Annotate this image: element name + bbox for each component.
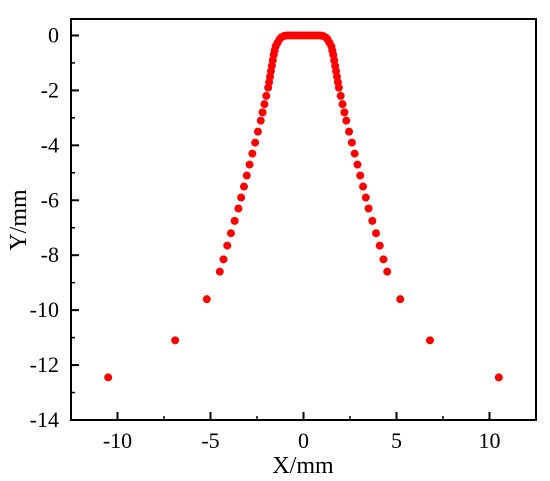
- data-point: [356, 171, 365, 180]
- data-point: [396, 295, 405, 304]
- data-point: [262, 91, 271, 100]
- y-tick-label: -6: [41, 187, 59, 212]
- data-point: [361, 193, 370, 202]
- plot-frame: [70, 18, 537, 421]
- data-point: [383, 267, 392, 276]
- x-tick-label: 10: [479, 428, 501, 453]
- data-point: [251, 138, 260, 147]
- y-tick-label: -12: [30, 352, 59, 377]
- data-point: [338, 100, 347, 109]
- x-tick-label: 0: [298, 428, 309, 453]
- data-point: [202, 295, 211, 304]
- data-point: [364, 204, 373, 213]
- y-axis-ticks: 0 -2 -4 -6 -8 -10 -12 -14: [30, 22, 79, 432]
- data-point: [248, 149, 257, 158]
- data-point: [260, 100, 269, 109]
- data-point: [245, 160, 254, 169]
- y-tick-label: -14: [30, 407, 59, 432]
- x-axis-ticks: -10 -5 0 5 10: [70, 412, 537, 453]
- data-point: [494, 373, 503, 382]
- data-point: [215, 267, 224, 276]
- y-tick-label: -10: [30, 297, 59, 322]
- data-point: [223, 241, 232, 250]
- y-tick-label: -4: [41, 132, 59, 157]
- data-point: [219, 255, 228, 264]
- data-point: [379, 255, 388, 264]
- data-point: [234, 204, 243, 213]
- y-tick-label: -8: [41, 242, 59, 267]
- y-tick-label: -2: [41, 77, 59, 102]
- data-point: [425, 336, 434, 345]
- y-axis-title: Y/mm: [6, 189, 32, 251]
- y-tick-label: 0: [48, 22, 59, 47]
- data-point: [375, 241, 384, 250]
- data-point: [340, 108, 349, 117]
- data-point: [258, 108, 267, 117]
- data-point: [372, 229, 381, 238]
- x-tick-label: -5: [201, 428, 219, 453]
- data-point: [237, 193, 246, 202]
- data-point: [230, 216, 239, 225]
- x-axis-title: X/mm: [272, 453, 334, 479]
- data-point: [368, 216, 377, 225]
- x-tick-label: 5: [391, 428, 402, 453]
- data-point: [350, 149, 359, 158]
- data-point: [239, 182, 248, 191]
- x-tick-label: -10: [103, 428, 132, 453]
- data-point: [256, 116, 265, 125]
- data-point: [171, 336, 180, 345]
- data-points: [104, 31, 503, 382]
- data-point: [345, 127, 354, 136]
- data-point: [347, 138, 356, 147]
- data-point: [334, 83, 343, 92]
- data-point: [242, 171, 251, 180]
- data-point: [342, 116, 351, 125]
- data-point: [253, 127, 262, 136]
- data-point: [353, 160, 362, 169]
- data-point: [336, 91, 345, 100]
- data-point: [359, 182, 368, 191]
- data-point: [104, 373, 113, 382]
- data-point: [226, 229, 235, 238]
